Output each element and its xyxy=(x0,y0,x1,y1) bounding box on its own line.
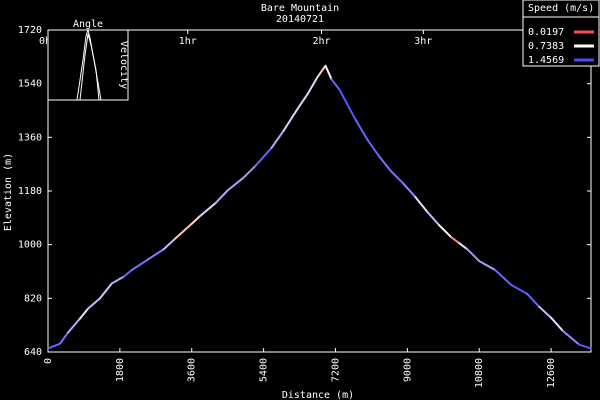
track-segment xyxy=(450,236,461,245)
chart-title: Bare Mountain xyxy=(261,3,339,14)
track-segment xyxy=(270,129,285,149)
track-segment xyxy=(466,248,481,263)
track-segment xyxy=(510,283,529,295)
track-segment xyxy=(324,64,333,81)
y-tick-label: 1540 xyxy=(18,79,42,90)
track-segment xyxy=(162,237,177,251)
track-segment xyxy=(306,76,319,96)
x-axis-label: Distance (m) xyxy=(282,390,354,400)
legend-title: Speed (m/s) xyxy=(528,3,594,14)
track-segment xyxy=(294,93,309,113)
x-tick-label: 10800 xyxy=(474,358,485,388)
inset-title: Angle xyxy=(73,19,103,30)
track-segment xyxy=(86,297,101,310)
track-segment xyxy=(58,331,69,345)
track-segment xyxy=(390,170,405,185)
track-segment xyxy=(402,182,417,198)
track-segment xyxy=(254,146,273,167)
track-segment xyxy=(438,224,453,239)
track-segment xyxy=(47,342,61,350)
track-segment xyxy=(550,316,565,333)
inset-angle-line-2 xyxy=(79,33,100,101)
y-tick-label: 1360 xyxy=(18,132,42,143)
legend-entry-label: 0.0197 xyxy=(528,27,564,38)
track-segment xyxy=(130,258,149,272)
y-tick-label: 820 xyxy=(24,293,42,304)
track-segment xyxy=(78,307,89,320)
y-axis-label: Elevation (m) xyxy=(3,153,14,231)
track-segment xyxy=(494,269,513,286)
x-tick-label: 12600 xyxy=(546,358,557,388)
y-tick-label: 1720 xyxy=(18,25,42,36)
track-segment xyxy=(366,138,381,158)
track-segment xyxy=(226,176,245,192)
y-tick-label: 640 xyxy=(24,347,42,358)
track-segment xyxy=(578,343,592,350)
track-segment xyxy=(190,215,201,225)
x-tick-label: 3600 xyxy=(187,358,198,382)
track-segment xyxy=(538,305,553,319)
legend-entry-label: 0.7383 xyxy=(528,41,564,52)
x-tick-label: 5400 xyxy=(259,358,270,382)
track-segment xyxy=(242,164,257,179)
x-tick-label: 1800 xyxy=(115,358,126,382)
track-segment xyxy=(378,155,393,173)
track-segment xyxy=(316,64,327,79)
track-segment xyxy=(562,330,581,346)
track-segment xyxy=(66,317,81,334)
legend-entry-label: 1.4569 xyxy=(528,55,564,66)
x-tick-label: 9000 xyxy=(402,358,413,382)
track-segment xyxy=(354,118,369,141)
y-tick-label: 1180 xyxy=(18,186,42,197)
track-segment xyxy=(338,88,357,121)
time-tick-label: 1hr xyxy=(179,36,197,47)
y-tick-label: 1000 xyxy=(18,240,42,251)
time-tick-label: 2hr xyxy=(312,36,330,47)
x-tick-label: 0 xyxy=(43,358,54,364)
track-segment xyxy=(146,248,165,261)
inset-ylabel: Velocity xyxy=(118,41,129,89)
track-segment xyxy=(198,201,217,218)
track-segment xyxy=(122,269,133,278)
track-segment xyxy=(214,189,229,204)
angle-velocity-inset: Angle Velocity xyxy=(47,19,129,101)
track-segment xyxy=(330,78,341,91)
track-segment xyxy=(110,275,125,285)
track-segment xyxy=(526,292,541,308)
track-segment xyxy=(478,260,497,272)
track-segment xyxy=(426,210,441,227)
track-segment xyxy=(282,110,297,132)
x-tick-label: 7200 xyxy=(330,358,341,382)
track-segment xyxy=(458,242,469,251)
chart-subtitle: 20140721 xyxy=(276,14,324,25)
track-segment xyxy=(98,282,113,300)
speed-legend: Speed (m/s) 0.0197 0.7383 1.4569 xyxy=(522,0,600,67)
time-tick-label: 3hr xyxy=(414,36,432,47)
x-axis: 0 1800 3600 5400 7200 9000 10800 12600 xyxy=(43,348,557,388)
y-axis: 640 820 1000 1180 1360 1540 1720 xyxy=(18,25,591,358)
track-segment xyxy=(414,195,429,213)
track-segment xyxy=(174,222,193,240)
elevation-track xyxy=(47,64,592,350)
